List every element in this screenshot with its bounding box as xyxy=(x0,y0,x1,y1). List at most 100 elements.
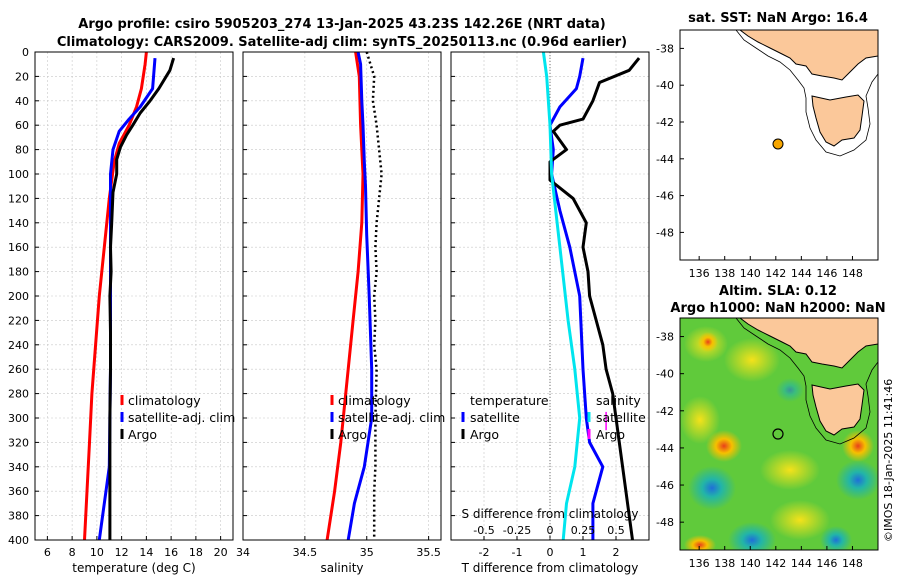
map-y-tick-label: -46 xyxy=(656,479,674,492)
x-axis-label: T difference from climatology xyxy=(461,561,639,575)
map-x-tick-label: 144 xyxy=(791,557,812,570)
map-y-tick-label: -48 xyxy=(656,516,674,529)
legend-label: temperature xyxy=(470,393,549,408)
series-t-argo-diff xyxy=(548,57,641,541)
x-tick-label: 20 xyxy=(214,546,228,559)
x-tick-label: 18 xyxy=(189,546,203,559)
series-s-satellite-diff xyxy=(541,51,582,541)
salinity-panel: 34 34.5 35 35.5 salinity climatology satellite… xyxy=(236,51,445,575)
map-y-tick-label: -44 xyxy=(656,153,674,166)
sla-map-panel: Altim. SLA: 0.12 Argo h1000: NaN h2000: … xyxy=(656,284,886,570)
x-tick-label: -2 xyxy=(479,546,490,559)
x-tick-label: -1 xyxy=(512,546,523,559)
map-y-tick-label: -48 xyxy=(656,226,674,239)
x-axis-label: temperature (deg C) xyxy=(72,561,195,575)
map-x-tick-label: 140 xyxy=(740,557,761,570)
map-y-tick-label: -38 xyxy=(656,42,674,55)
sst-map-shelf-contour xyxy=(735,30,878,157)
x-tick-label: 16 xyxy=(164,546,178,559)
legend-label: climatology xyxy=(338,393,411,408)
y-tick-label: 160 xyxy=(8,241,29,254)
map-x-tick-label: 136 xyxy=(689,557,710,570)
y-tick-label: 40 xyxy=(15,95,29,108)
map-x-tick-label: 144 xyxy=(791,267,812,280)
y-tick-label: 200 xyxy=(8,290,29,303)
sst-map-tasmania xyxy=(811,94,865,147)
sla-map-shelf-contour xyxy=(735,318,878,445)
y-tick-label: 80 xyxy=(15,144,29,157)
sla-field xyxy=(680,318,878,550)
temperature-panel: 6 8 10 12 14 16 18 2002040608010012014016018020… xyxy=(8,46,235,575)
y-tick-label: 260 xyxy=(8,363,29,376)
map-x-tick-label: 146 xyxy=(816,267,837,280)
map-y-tick-label: -44 xyxy=(656,442,674,455)
sla-map-tasmania xyxy=(811,383,865,436)
sst-map-panel: sat. SST: NaN Argo: 16.4 136 138 140 142 144… xyxy=(656,11,879,280)
map-y-tick-label: -42 xyxy=(656,405,674,418)
legend-label: satellite-adj. clim xyxy=(338,410,445,425)
y-tick-label: 360 xyxy=(8,485,29,498)
legend-label: Argo xyxy=(128,427,157,442)
x-tick-label: 14 xyxy=(139,546,153,559)
x-tick-label: 12 xyxy=(115,546,129,559)
legend-label: satellite xyxy=(596,410,646,425)
map-y-tick-label: -40 xyxy=(656,79,674,92)
map-x-tick-label: 138 xyxy=(714,557,735,570)
y-tick-label: 0 xyxy=(22,46,29,59)
sla-map-title-line1: Altim. SLA: 0.12 xyxy=(719,284,837,299)
credit-stamp: ©IMOS 18-Jan-2025 11:41:46 xyxy=(882,379,895,542)
series-satellite-adj-clim xyxy=(346,51,374,541)
legend-label: Argo xyxy=(470,427,499,442)
x-tick-label: 6 xyxy=(44,546,51,559)
y-tick-label: 60 xyxy=(15,119,29,132)
legend-label: Argo xyxy=(596,427,625,442)
figure-title-line2: Climatology: CARS2009. Satellite-adj cli… xyxy=(57,35,627,50)
map-x-tick-label: 138 xyxy=(714,267,735,280)
map-y-tick-label: -42 xyxy=(656,116,674,129)
map-x-tick-label: 142 xyxy=(765,267,786,280)
y-tick-label: 280 xyxy=(8,388,29,401)
y-tick-label: 320 xyxy=(8,436,29,449)
y-tick-label: 340 xyxy=(8,461,29,474)
series-climatology xyxy=(325,51,365,541)
sst-map-title: sat. SST: NaN Argo: 16.4 xyxy=(688,11,868,26)
legend-label: climatology xyxy=(128,393,201,408)
plot-frame xyxy=(34,51,234,541)
x-tick-label: 8 xyxy=(69,546,76,559)
x-tick-label: 34.5 xyxy=(293,546,318,559)
top-x-axis-label: S difference from climatology xyxy=(462,507,639,521)
plot-frame xyxy=(242,51,442,541)
x-tick-label: 2 xyxy=(613,546,620,559)
top-x-tick-label: 0.25 xyxy=(571,524,596,537)
sst-map-mainland xyxy=(739,30,878,81)
map-y-tick-label: -46 xyxy=(656,190,674,203)
map-x-tick-label: 136 xyxy=(689,267,710,280)
legend-label: satellite xyxy=(470,410,520,425)
y-tick-label: 240 xyxy=(8,339,29,352)
x-tick-label: 35.5 xyxy=(416,546,441,559)
y-tick-label: 380 xyxy=(8,510,29,523)
y-tick-label: 400 xyxy=(8,534,29,547)
legend-label: salinity xyxy=(596,393,641,408)
y-tick-label: 120 xyxy=(8,192,29,205)
legend-label: satellite-adj. clim xyxy=(128,410,235,425)
x-tick-label: 0 xyxy=(547,546,554,559)
sst-argo-marker xyxy=(772,138,784,150)
figure-title-line1: Argo profile: csiro 5905203_274 13-Jan-2… xyxy=(78,17,605,32)
y-tick-label: 20 xyxy=(15,70,29,83)
map-x-tick-label: 146 xyxy=(816,557,837,570)
x-tick-label: 1 xyxy=(580,546,587,559)
top-x-tick-label: 0 xyxy=(547,524,554,537)
y-tick-label: 220 xyxy=(8,314,29,327)
map-y-tick-label: -40 xyxy=(656,368,674,381)
x-tick-label: 34 xyxy=(236,546,250,559)
difference-panel: -2 -1 0 1 2 T difference from climatology temp… xyxy=(450,51,650,575)
y-tick-label: 140 xyxy=(8,217,29,230)
top-x-tick-label: -0.5 xyxy=(473,524,494,537)
top-x-tick-label: -0.25 xyxy=(503,524,531,537)
legend-label: Argo xyxy=(338,427,367,442)
series-t-satellite-diff xyxy=(548,57,605,540)
x-tick-label: 10 xyxy=(90,546,104,559)
x-axis-label: salinity xyxy=(320,561,363,575)
